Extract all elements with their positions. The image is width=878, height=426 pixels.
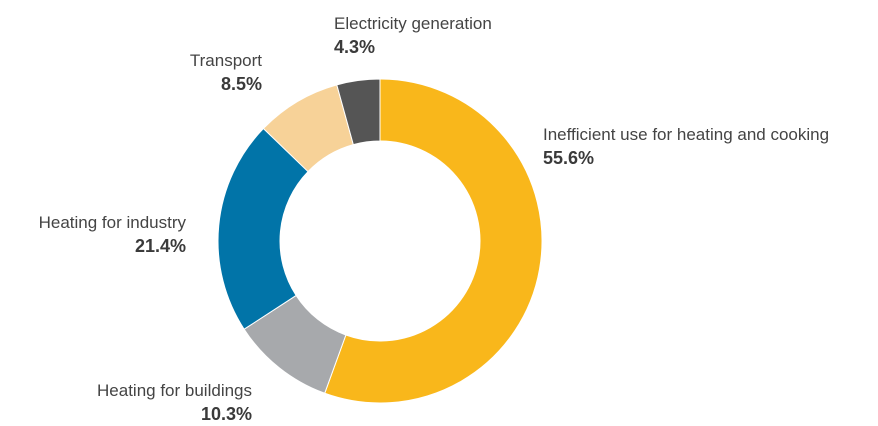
label-transport-name: Transport [190,51,262,70]
label-electricity-value: 4.3% [334,37,375,57]
label-transport-value: 8.5% [221,74,262,94]
label-inefficient-use-name: Inefficient use for heating and cooking [543,125,829,144]
donut-slices [217,78,543,404]
label-heating-industry-value: 21.4% [135,236,186,256]
slice-electricity-generation [336,78,381,146]
label-inefficient-use-value: 55.6% [543,148,594,168]
label-heating-buildings-value: 10.3% [201,404,252,424]
label-heating-buildings-name: Heating for buildings [97,381,252,400]
slice-inefficient-use-for-heating-and-cooking [324,78,543,404]
label-heating-industry-name: Heating for industry [39,213,187,232]
label-electricity-name: Electricity generation [334,14,492,33]
